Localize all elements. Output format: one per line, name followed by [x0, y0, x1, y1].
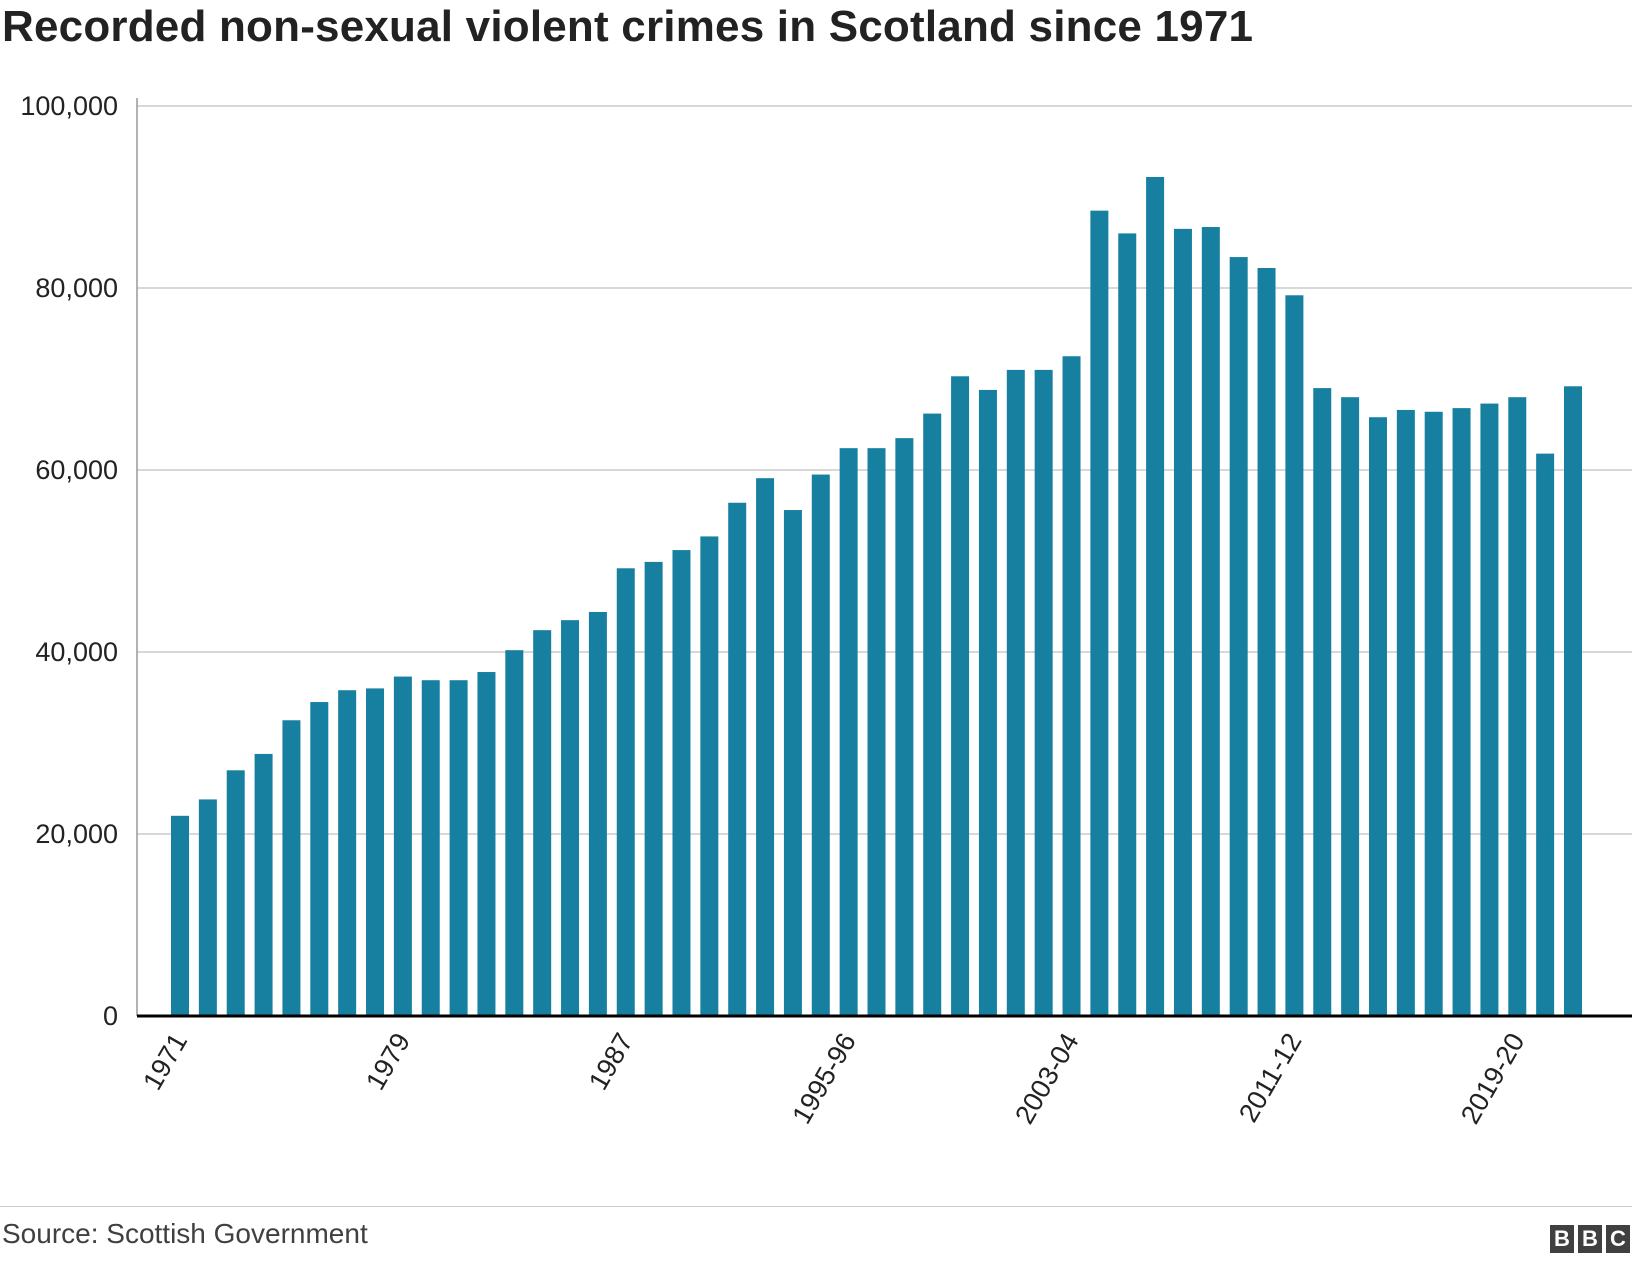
bar: [1452, 408, 1471, 1016]
bar: [1173, 228, 1192, 1017]
bar: [811, 474, 830, 1016]
bar: [951, 376, 970, 1016]
bar: [366, 688, 385, 1016]
y-tick-label: 0: [103, 1001, 118, 1031]
y-tick-label: 80,000: [35, 273, 118, 303]
x-tick-label: 2003-04: [1009, 1028, 1085, 1129]
bar: [839, 448, 858, 1016]
bar: [1146, 176, 1165, 1017]
bar: [1285, 295, 1304, 1016]
chart-title: Recorded non-sexual violent crimes in Sc…: [2, 2, 1254, 51]
x-tick-label: 1987: [583, 1028, 639, 1095]
bar: [171, 815, 189, 1016]
x-tick-label: 1979: [360, 1028, 416, 1095]
bar: [338, 690, 357, 1016]
bar: [588, 611, 607, 1016]
bar: [867, 448, 886, 1016]
bar: [477, 672, 496, 1016]
logo-letter: B: [1578, 1225, 1602, 1253]
bbc-logo: B B C: [1550, 1225, 1630, 1253]
y-tick-label: 100,000: [20, 91, 118, 121]
bar: [1313, 388, 1332, 1017]
bar: [1508, 397, 1527, 1016]
bar: [1118, 233, 1137, 1016]
bar: [616, 568, 635, 1016]
bar: [644, 561, 663, 1016]
bar: [700, 536, 719, 1016]
bar: [1062, 356, 1081, 1016]
bar: [1536, 453, 1555, 1016]
bar: [393, 676, 412, 1016]
bar: [254, 753, 273, 1016]
logo-letter: B: [1550, 1225, 1574, 1253]
x-tick-label: 1995-96: [786, 1028, 862, 1129]
bar: [1201, 227, 1220, 1016]
bar: [1034, 369, 1053, 1016]
bar: [1480, 403, 1499, 1016]
y-tick-label: 40,000: [35, 637, 118, 667]
bar: [728, 502, 747, 1016]
bar: [421, 680, 440, 1016]
axes: [136, 98, 1632, 1018]
bar: [533, 630, 552, 1016]
source-note: Source: Scottish Government: [2, 1218, 368, 1249]
bar: [1341, 397, 1360, 1016]
x-tick-label: 2019-20: [1455, 1028, 1531, 1129]
bar: [198, 799, 217, 1016]
bar: [1006, 369, 1025, 1016]
logo-letter: C: [1606, 1225, 1630, 1253]
bar: [756, 478, 775, 1016]
bar: [1564, 386, 1582, 1016]
bar: [310, 702, 329, 1016]
bar: [1368, 417, 1387, 1017]
bar: [1396, 409, 1415, 1016]
bar: [282, 720, 301, 1016]
x-tick-label: 2011-12: [1233, 1028, 1308, 1127]
bar: [1090, 210, 1109, 1016]
y-tick-label: 20,000: [35, 819, 118, 849]
footer-divider: [0, 1206, 1632, 1207]
bar: [226, 770, 245, 1016]
bar: [561, 620, 580, 1016]
bar: [1257, 267, 1276, 1017]
bar: [449, 680, 468, 1016]
bars: [171, 176, 1582, 1017]
bar: [672, 550, 691, 1016]
bar: [1229, 257, 1248, 1016]
bar: [978, 389, 997, 1016]
x-axis-labels: 1971 1979 1987 1995-96 2003-04 2011-12 2019-20: [137, 1028, 1530, 1129]
x-tick-label: 1971: [137, 1028, 193, 1095]
bar: [895, 438, 914, 1016]
bar: [1424, 411, 1443, 1016]
y-axis-labels: 0 20,000 40,000 60,000 80,000 100,000: [20, 91, 118, 1031]
y-tick-label: 60,000: [35, 455, 118, 485]
bar: [923, 413, 942, 1017]
bar: [783, 510, 802, 1016]
bar: [505, 650, 524, 1016]
